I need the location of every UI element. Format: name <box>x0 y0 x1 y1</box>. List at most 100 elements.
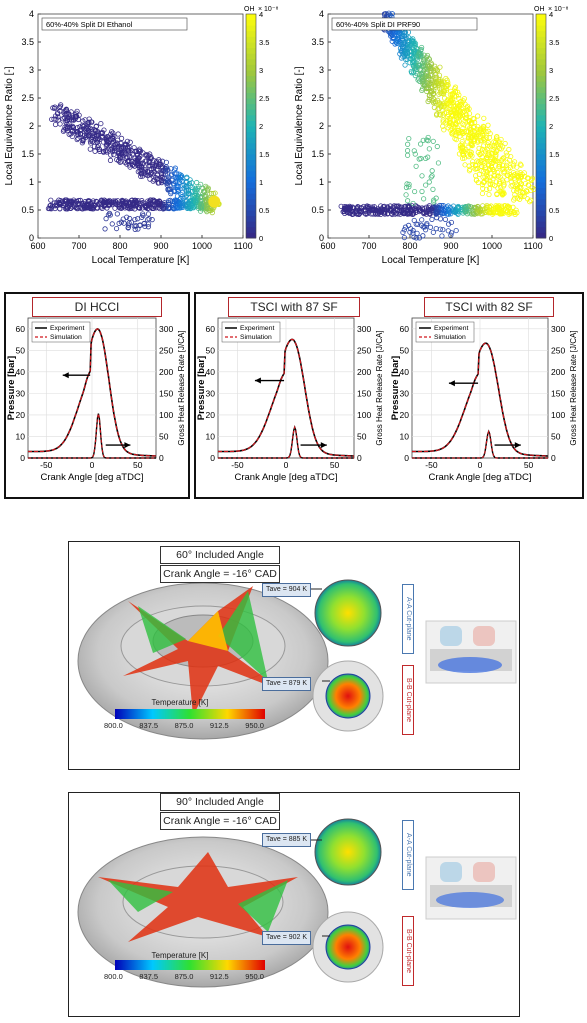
data-point <box>126 146 132 152</box>
data-point <box>203 185 209 191</box>
y-tick-label: 0 <box>29 233 34 243</box>
data-point <box>432 82 438 88</box>
colorbar-segment <box>246 64 256 71</box>
data-point <box>435 80 442 86</box>
colorbar-segment <box>246 36 256 43</box>
colorbar-tick-label: 1.5 <box>259 150 269 159</box>
spray-plume <box>98 852 298 942</box>
data-point <box>441 103 447 109</box>
data-point <box>486 134 492 141</box>
y-tick-label: 2.5 <box>311 93 324 103</box>
data-point <box>151 177 157 183</box>
y-tick-label: 1 <box>29 177 34 187</box>
data-point <box>456 112 463 118</box>
data-point <box>174 201 180 207</box>
data-point <box>432 63 438 69</box>
data-point <box>117 159 123 165</box>
data-point <box>121 151 128 157</box>
data-point <box>475 208 481 214</box>
data-point <box>445 211 452 217</box>
data-point <box>528 177 534 184</box>
colorbar-segment <box>246 81 256 88</box>
colorbar-tick-label: 3 <box>549 66 553 75</box>
data-point <box>85 205 91 211</box>
data-point <box>501 183 507 189</box>
data-point <box>423 155 429 162</box>
data-point <box>406 44 412 50</box>
x-tick-label: 50 <box>133 460 143 470</box>
data-point <box>423 211 429 217</box>
data-point <box>61 115 68 121</box>
arrow-head <box>448 380 455 387</box>
y2-tick-label: 100 <box>357 410 371 420</box>
y-tick-label: 3.5 <box>311 37 324 47</box>
data-point <box>87 146 93 152</box>
data-point <box>401 40 407 46</box>
y2-tick-label: 150 <box>159 388 173 398</box>
y2-tick-label: 0 <box>159 453 164 463</box>
y2-tick-label: 200 <box>357 367 371 377</box>
data-point <box>446 106 453 112</box>
data-point <box>470 124 476 131</box>
data-point <box>127 155 133 161</box>
colorbar-segment <box>536 137 546 144</box>
data-point <box>492 150 498 156</box>
data-point <box>116 152 123 158</box>
colorbar-segment <box>246 232 256 239</box>
data-point <box>90 132 96 138</box>
data-point <box>482 174 488 180</box>
colorbar-segment <box>246 210 256 217</box>
data-point <box>529 185 536 191</box>
y-tick-label: 4 <box>319 9 324 19</box>
crank-angle-label: Crank Angle = -16° CAD <box>160 565 280 583</box>
colorbar-tick-label: 0.5 <box>259 206 269 215</box>
data-point <box>485 139 491 146</box>
data-point <box>453 227 459 234</box>
data-point <box>452 103 459 109</box>
data-point <box>186 180 192 186</box>
data-point <box>342 206 348 212</box>
y2-tick-label: 50 <box>159 431 169 441</box>
data-point <box>434 143 440 150</box>
data-point <box>127 153 133 159</box>
colorbar-tick-label: 3 <box>259 66 263 75</box>
y-tick-label: 0 <box>210 453 215 463</box>
y-tick-label: 0 <box>319 233 324 243</box>
data-point <box>514 164 520 170</box>
data-point <box>107 157 114 163</box>
data-point <box>449 131 455 137</box>
legend-box <box>41 17 188 31</box>
data-point <box>413 163 419 169</box>
data-point <box>435 205 441 211</box>
data-point <box>477 127 484 133</box>
data-point <box>452 110 458 116</box>
colorbar-frame <box>245 13 257 239</box>
data-point <box>387 203 393 209</box>
data-point <box>409 52 415 58</box>
data-point <box>416 53 422 59</box>
data-point <box>197 204 203 211</box>
colorbar-segment <box>246 226 256 233</box>
data-point <box>503 165 510 171</box>
data-point <box>118 135 125 141</box>
colorbar-segment <box>246 126 256 133</box>
y-axis-label: Local Equivalence Ratio [-] <box>294 66 305 185</box>
colorbar-segment <box>246 58 256 65</box>
data-point <box>113 225 120 232</box>
y2-tick-label: 100 <box>551 410 565 420</box>
data-point <box>378 203 384 209</box>
data-point <box>446 221 452 227</box>
data-point <box>460 151 466 157</box>
temperature-colorbar <box>115 709 265 719</box>
cut-plane-a <box>314 818 382 886</box>
data-point <box>430 138 436 144</box>
data-point <box>95 142 102 148</box>
data-point <box>494 148 500 154</box>
data-point <box>441 210 447 216</box>
data-point <box>111 151 117 158</box>
data-point <box>205 185 211 191</box>
data-point <box>454 125 461 131</box>
y2-tick-label: 250 <box>357 345 371 355</box>
data-point <box>208 190 215 197</box>
data-point <box>457 133 463 139</box>
